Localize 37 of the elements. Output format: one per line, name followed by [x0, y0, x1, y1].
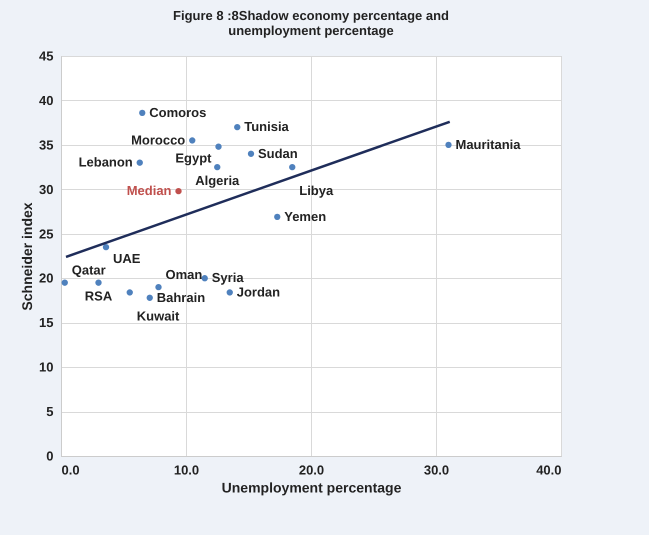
x-tick-label: 10.0	[174, 462, 200, 478]
x-tick-label: 0.0	[62, 462, 80, 478]
y-tick-label: 40	[39, 92, 54, 108]
x-axis-title: Unemployment percentage	[222, 480, 402, 496]
annotation: Oman	[166, 267, 202, 282]
annotation: Qatar	[72, 262, 106, 278]
x-tick-label: 30.0	[424, 462, 450, 478]
annotation: Egypt	[175, 150, 212, 166]
annotation: Kuwait	[136, 308, 180, 324]
y-tick-label: 35	[39, 137, 54, 152]
annotation: Jordan	[236, 284, 280, 300]
annotation: Libya	[299, 183, 334, 198]
annotation: Comoros	[149, 104, 206, 120]
y-tick-label: 5	[46, 404, 54, 420]
y-tick-label: 30	[39, 182, 54, 197]
y-axis-title: Schneider index	[19, 202, 36, 311]
y-tick-label: 25	[39, 226, 54, 242]
annotation: Sudan	[258, 146, 298, 161]
annotation: Mauritania	[456, 136, 522, 152]
annotation: Algeria	[195, 173, 240, 188]
annotation: Yemen	[284, 208, 326, 224]
series-label: Median	[126, 183, 172, 198]
annotation: RSA	[84, 288, 113, 304]
y-tick-label: 15	[39, 315, 54, 330]
annotation: Bahrain	[156, 290, 206, 305]
y-tick-label: 45	[39, 48, 54, 64]
annotation: UAE	[113, 251, 141, 266]
y-tick-label: 20	[39, 270, 54, 286]
y-tick-label: 10	[39, 360, 54, 375]
chart-title: Figure 8 :8Shadow economy percentage and unemployment percentage	[173, 8, 450, 38]
annotation: Lebanon	[78, 154, 133, 170]
x-tick-label: 20.0	[298, 462, 324, 478]
x-tick-label: 40.0	[536, 462, 562, 478]
annotation: Syria	[212, 270, 244, 286]
annotation: Tunisia	[244, 119, 290, 134]
y-tick-label: 0	[46, 448, 54, 464]
annotation: Morocco	[131, 132, 186, 148]
